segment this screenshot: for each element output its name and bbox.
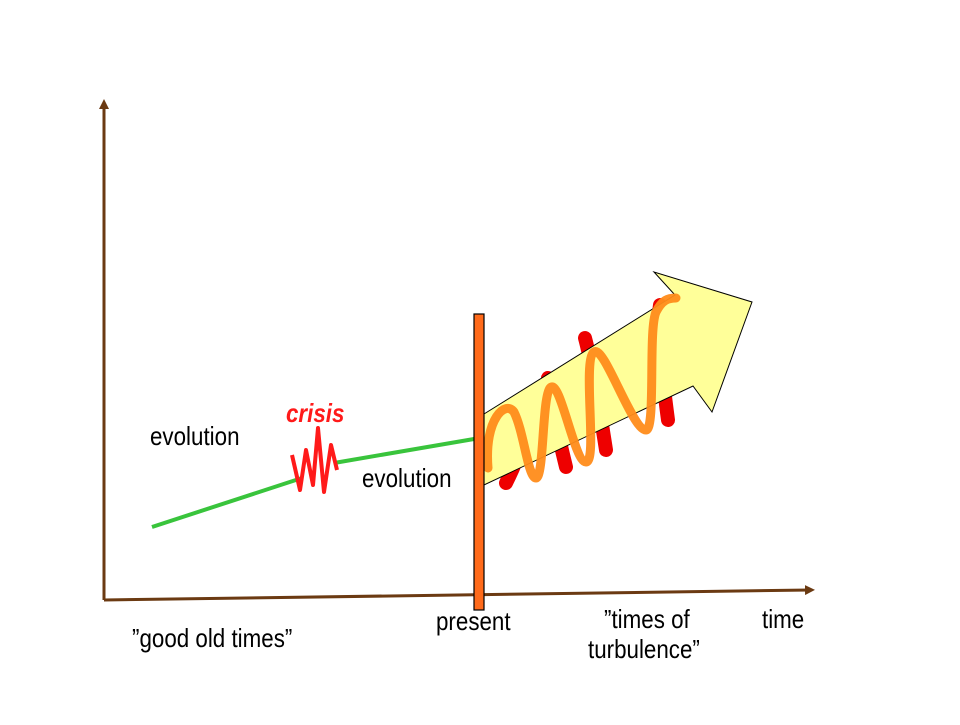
good-old-times-label: ”good old times” xyxy=(132,623,293,653)
time-axis-label: time xyxy=(762,604,805,634)
evolution-label-past: evolution xyxy=(150,421,240,451)
present-bar xyxy=(473,313,485,611)
turbulence-label-line2: turbulence” xyxy=(588,634,700,664)
x-axis xyxy=(103,585,815,602)
evolution-line-past xyxy=(151,476,303,529)
present-label: present xyxy=(436,606,511,636)
crisis-label: crisis xyxy=(286,398,345,428)
evolution-label-recent: evolution xyxy=(362,463,452,493)
turbulence-label-line1: ”times of xyxy=(604,604,690,634)
evolution-line-recent xyxy=(333,437,475,465)
turbulence-spring-front xyxy=(483,293,681,483)
crisis-zigzag xyxy=(290,426,339,494)
